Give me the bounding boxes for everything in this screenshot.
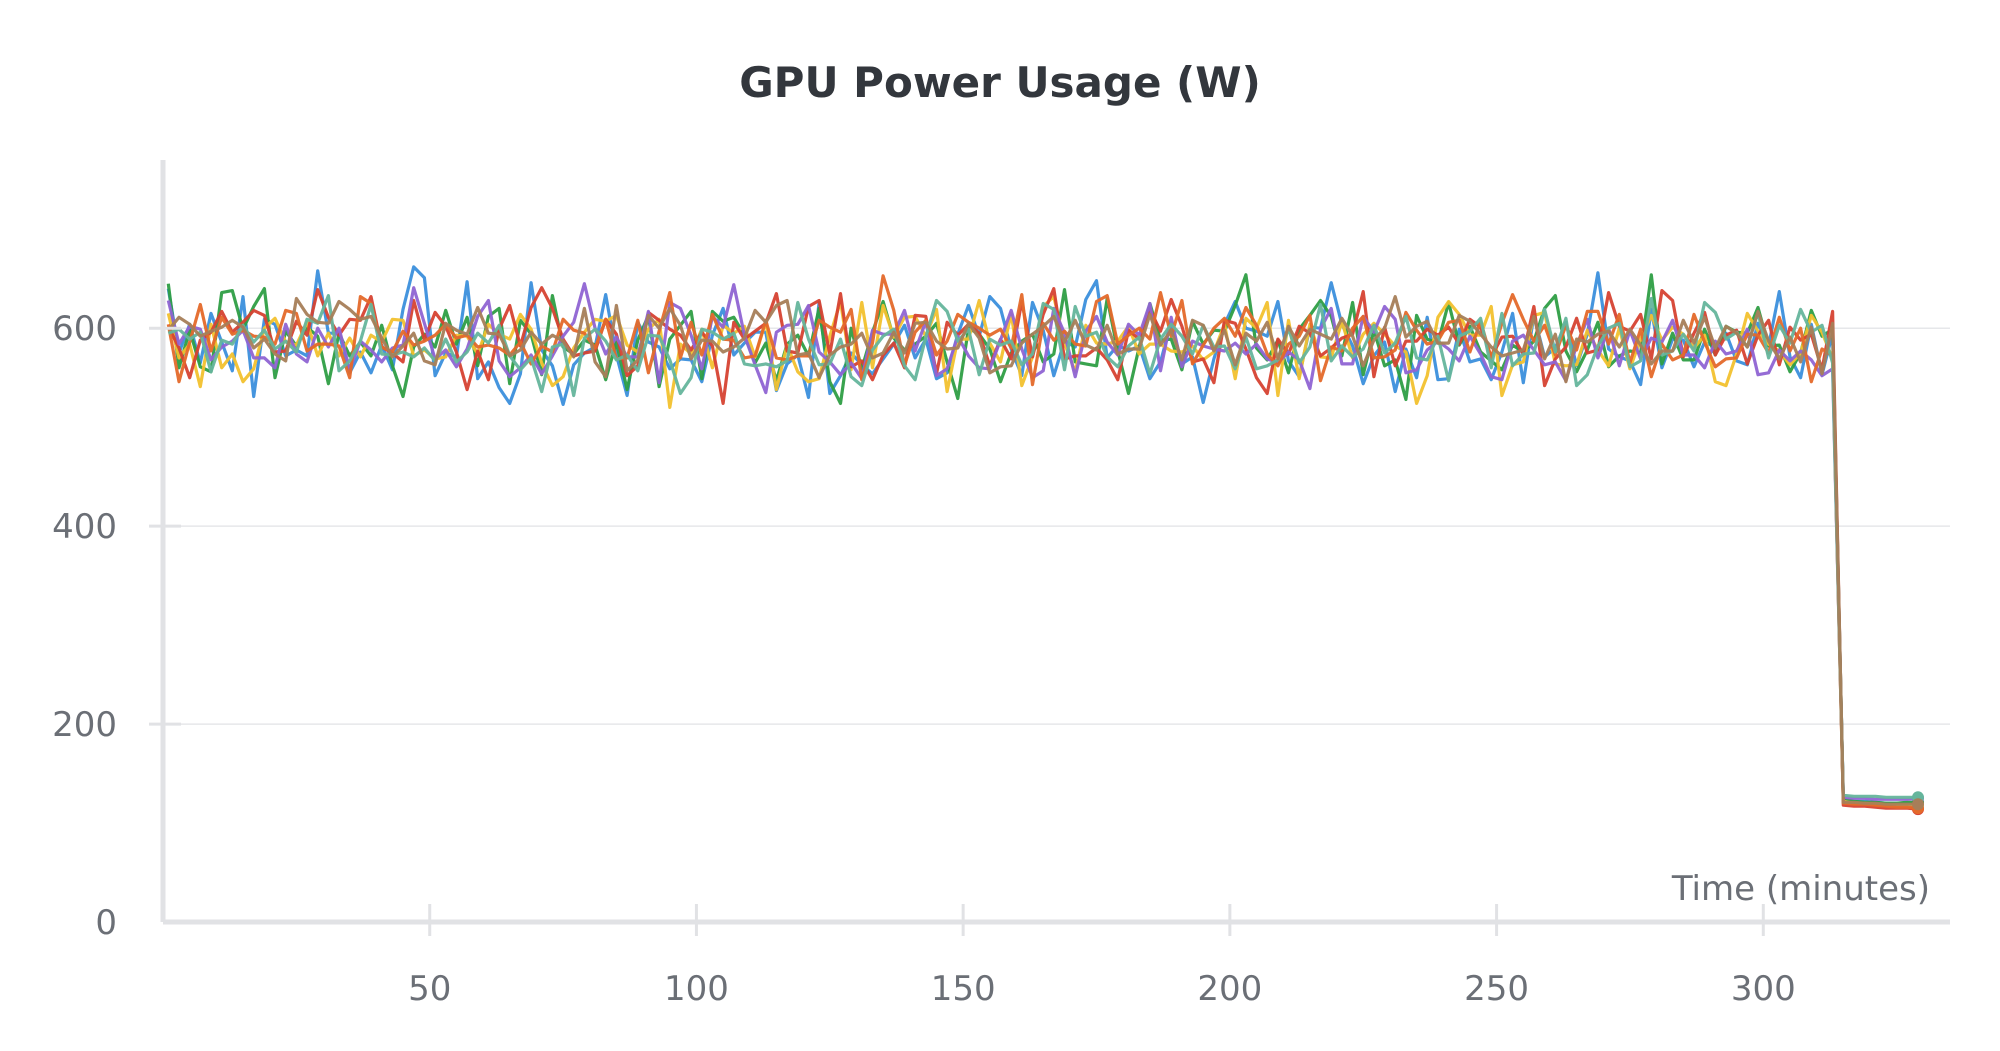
- x-tick-label: 200: [1197, 969, 1262, 1009]
- x-tick-label: 50: [408, 969, 451, 1009]
- y-tick-label: 200: [52, 705, 117, 745]
- grid: [163, 327, 1950, 725]
- y-tick-label: 400: [52, 507, 117, 547]
- x-tick-label: 300: [1731, 969, 1796, 1009]
- y-tick-label: 0: [95, 903, 117, 943]
- series-line-8: [167, 295, 1918, 806]
- series-line-4: [166, 286, 1919, 811]
- x-tick-label: 250: [1464, 969, 1529, 1009]
- series-end-point-8: [1911, 798, 1924, 811]
- x-axis-title: Time (minutes): [1671, 869, 1930, 909]
- axes: [149, 160, 1950, 936]
- series-line-7: [167, 294, 1918, 799]
- x-tick-label: 100: [664, 969, 729, 1009]
- series-layer: [166, 265, 1924, 816]
- tick-labels: 0 200 400 600 50 100 150 200 250 300: [52, 309, 1796, 1009]
- series-line-3: [166, 295, 1918, 807]
- chart-title: GPU Power Usage (W): [739, 58, 1261, 107]
- x-tick-label: 150: [931, 969, 996, 1009]
- y-tick-label: 600: [52, 309, 117, 349]
